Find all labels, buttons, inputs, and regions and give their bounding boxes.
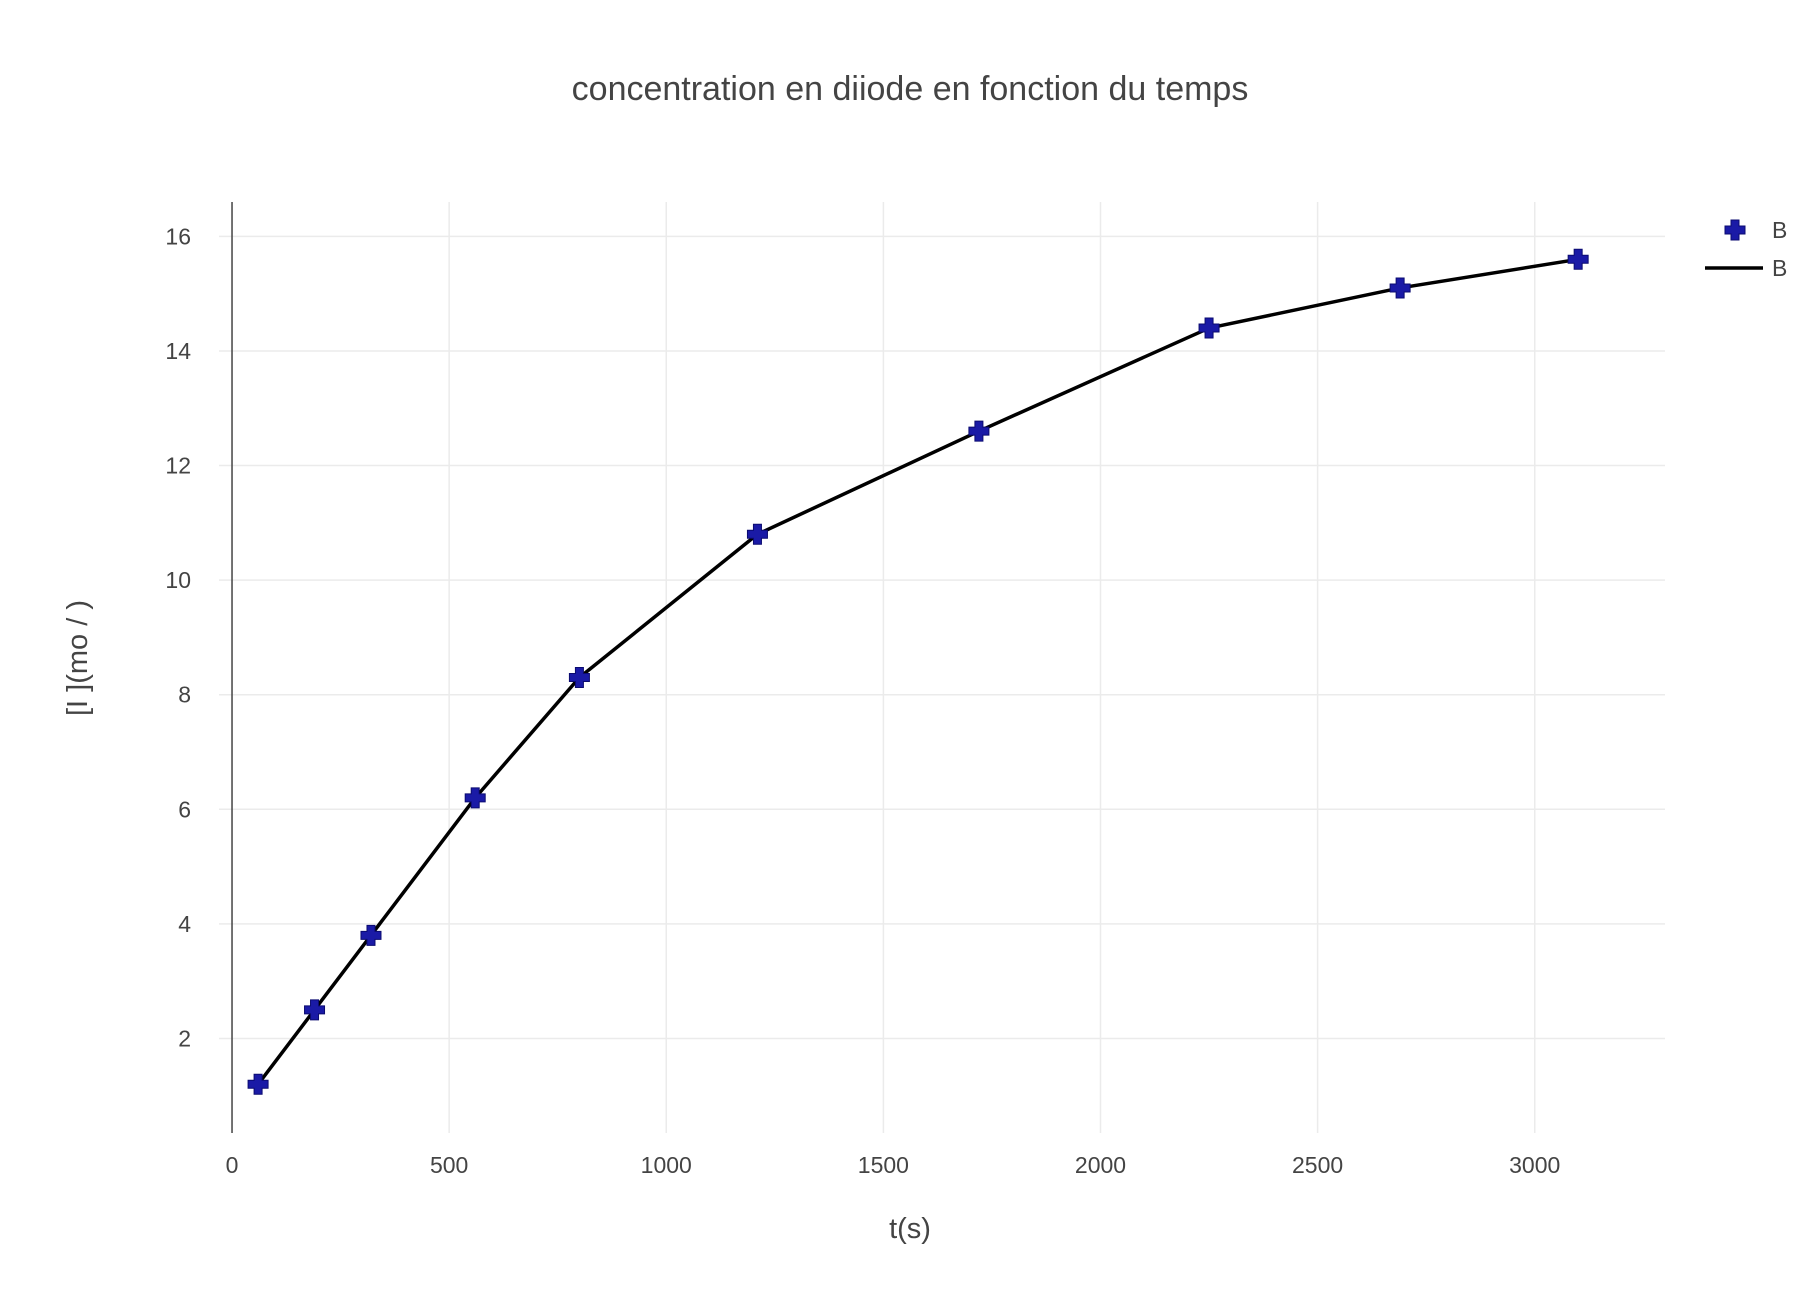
data-point-marker	[360, 924, 382, 946]
data-point-marker	[1567, 248, 1589, 270]
x-tick-label: 1000	[641, 1152, 692, 1178]
y-tick-label: 4	[178, 911, 191, 937]
y-tick-label: 8	[178, 682, 191, 708]
x-tick-label: 1500	[858, 1152, 909, 1178]
data-point-marker	[247, 1073, 269, 1095]
data-point-marker	[746, 523, 768, 545]
legend-label-markers: B	[1772, 217, 1787, 243]
x-tick-label: 2500	[1292, 1152, 1343, 1178]
y-axis-title: [I ](mo / )	[62, 600, 94, 716]
data-point-marker	[968, 420, 990, 442]
data-point-marker	[1389, 277, 1411, 299]
x-axis-title: t(s)	[889, 1213, 931, 1245]
y-tick-label: 10	[165, 567, 191, 593]
legend: BB	[1705, 217, 1787, 281]
data-point-marker	[568, 667, 590, 689]
plot-area	[247, 248, 1589, 1095]
y-tick-label: 16	[165, 223, 191, 249]
chart-title: concentration en diiode en fonction du t…	[572, 70, 1249, 108]
axis-layer: 0 500 1000 1500 2000 2500 3000 2 4 6 8 10 12 14 16	[165, 202, 1560, 1178]
legend-label-line: B	[1772, 255, 1787, 281]
y-tick-label: 6	[178, 796, 191, 822]
y-tick-label: 14	[165, 338, 191, 364]
data-point-marker	[304, 999, 326, 1021]
data-point-marker	[464, 787, 486, 809]
x-tick-label: 3000	[1509, 1152, 1560, 1178]
data-point-marker	[1198, 317, 1220, 339]
grid-layer	[219, 202, 1665, 1133]
legend-marker-symbol	[1724, 219, 1746, 241]
y-tick-label: 2	[178, 1025, 191, 1051]
y-tick-label: 12	[165, 453, 191, 479]
x-tick-label: 2000	[1075, 1152, 1126, 1178]
x-tick-label: 500	[430, 1152, 468, 1178]
series-line	[256, 257, 1579, 1086]
x-tick-label: 0	[226, 1152, 239, 1178]
